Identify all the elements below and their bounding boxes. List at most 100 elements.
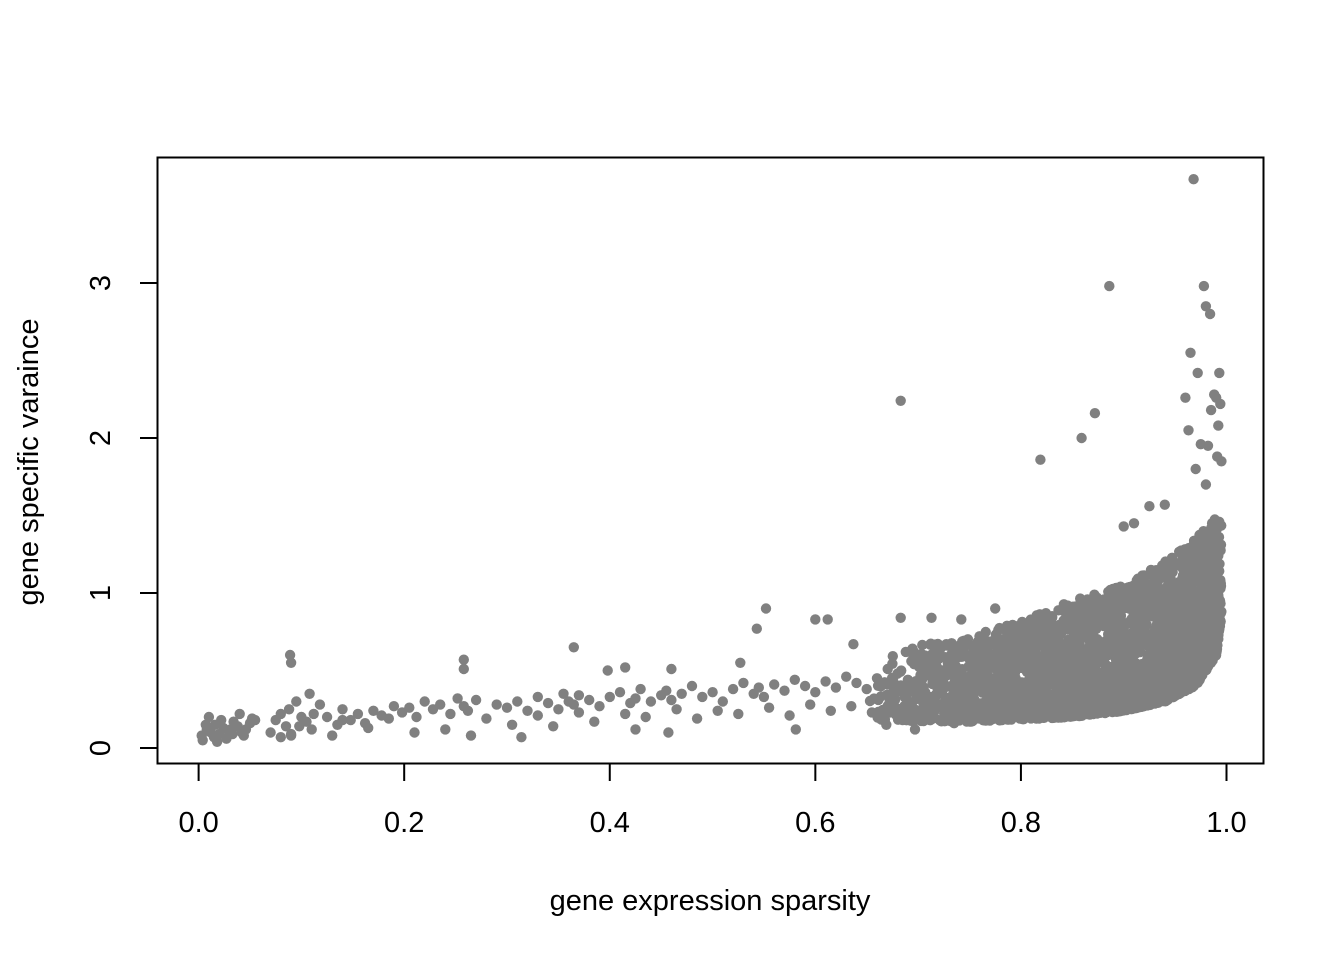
data-point: [1187, 549, 1198, 560]
data-point: [620, 708, 631, 720]
data-point: [1142, 698, 1154, 709]
data-point: [763, 702, 775, 713]
data-point: [1205, 404, 1217, 416]
data-point: [1017, 662, 1029, 673]
y-tick-label: 0: [85, 740, 117, 756]
data-point: [691, 713, 703, 724]
data-point: [921, 704, 932, 715]
data-point: [1000, 688, 1012, 699]
data-point: [967, 710, 978, 722]
data-point: [234, 708, 245, 720]
data-point: [1196, 670, 1207, 681]
data-point: [568, 699, 579, 710]
data-point: [932, 662, 943, 673]
data-point: [1025, 614, 1037, 625]
data-point: [727, 683, 739, 695]
data-point: [1066, 646, 1078, 658]
data-point: [1111, 703, 1123, 715]
data-point: [810, 687, 821, 698]
data-point: [805, 699, 816, 710]
data-point: [964, 653, 975, 665]
data-point: [1132, 573, 1144, 584]
data-point: [919, 691, 930, 702]
data-point: [1032, 634, 1044, 645]
data-point: [216, 714, 227, 726]
data-point: [1091, 694, 1102, 705]
data-point: [895, 612, 906, 623]
data-point: [1188, 537, 1200, 548]
data-point: [1215, 616, 1226, 628]
data-point: [957, 684, 969, 695]
data-point: [491, 699, 502, 710]
data-point: [769, 679, 780, 690]
x-tick-label: 1.0: [1206, 807, 1246, 839]
data-point: [738, 677, 749, 689]
data-point: [974, 659, 985, 670]
data-point: [1039, 666, 1051, 677]
data-point: [887, 651, 898, 662]
x-axis-label: gene expression sparsity: [550, 885, 871, 917]
y-tick-label: 2: [85, 430, 117, 446]
data-points: [196, 174, 1227, 747]
data-point: [1212, 602, 1223, 613]
data-point: [1216, 456, 1227, 467]
data-point: [1091, 674, 1102, 685]
data-point: [881, 689, 893, 701]
data-point: [1101, 640, 1112, 651]
data-point: [1173, 577, 1184, 588]
data-point: [1200, 301, 1212, 312]
data-point: [553, 704, 564, 715]
data-point: [1097, 667, 1108, 678]
data-point: [532, 710, 543, 721]
data-point: [1211, 553, 1223, 564]
data-point: [984, 673, 996, 684]
data-point: [1192, 367, 1203, 379]
data-point: [882, 679, 893, 690]
data-point: [1198, 526, 1209, 537]
data-point: [954, 671, 965, 682]
data-point: [1033, 712, 1044, 723]
data-point: [602, 665, 613, 676]
data-point: [779, 685, 790, 696]
data-point: [1169, 624, 1181, 636]
data-point: [841, 671, 852, 682]
data-point: [866, 707, 878, 718]
y-tick-label: 3: [85, 275, 117, 291]
data-point: [294, 721, 305, 732]
data-point: [1090, 642, 1101, 653]
data-point: [1047, 642, 1059, 653]
data-point: [1166, 656, 1177, 667]
data-point: [345, 714, 356, 726]
data-point: [1203, 660, 1214, 671]
data-point: [1123, 584, 1134, 596]
data-point: [892, 668, 903, 679]
data-point: [1132, 592, 1143, 603]
data-point: [1145, 629, 1157, 640]
data-point: [1128, 518, 1140, 529]
data-point: [1079, 597, 1091, 609]
data-point: [1114, 585, 1126, 596]
data-point: [458, 663, 469, 675]
data-point: [548, 721, 559, 732]
data-point: [1030, 694, 1042, 706]
data-point: [1198, 280, 1210, 292]
data-point: [337, 714, 348, 726]
data-point: [1136, 659, 1148, 671]
data-point: [969, 694, 980, 706]
data-point: [707, 687, 718, 698]
data-point: [1115, 609, 1126, 621]
data-point: [1213, 420, 1224, 431]
data-point: [1073, 626, 1084, 637]
data-point: [1127, 614, 1138, 625]
data-point: [352, 708, 364, 720]
data-point: [941, 693, 952, 704]
data-point: [1001, 632, 1013, 643]
y-axis: 0 1 2 3: [85, 275, 159, 756]
data-point: [314, 699, 326, 710]
data-point: [1188, 673, 1199, 685]
data-point: [1209, 389, 1220, 400]
data-point: [635, 683, 646, 695]
data-point: [1141, 638, 1152, 650]
data-point: [753, 682, 764, 693]
